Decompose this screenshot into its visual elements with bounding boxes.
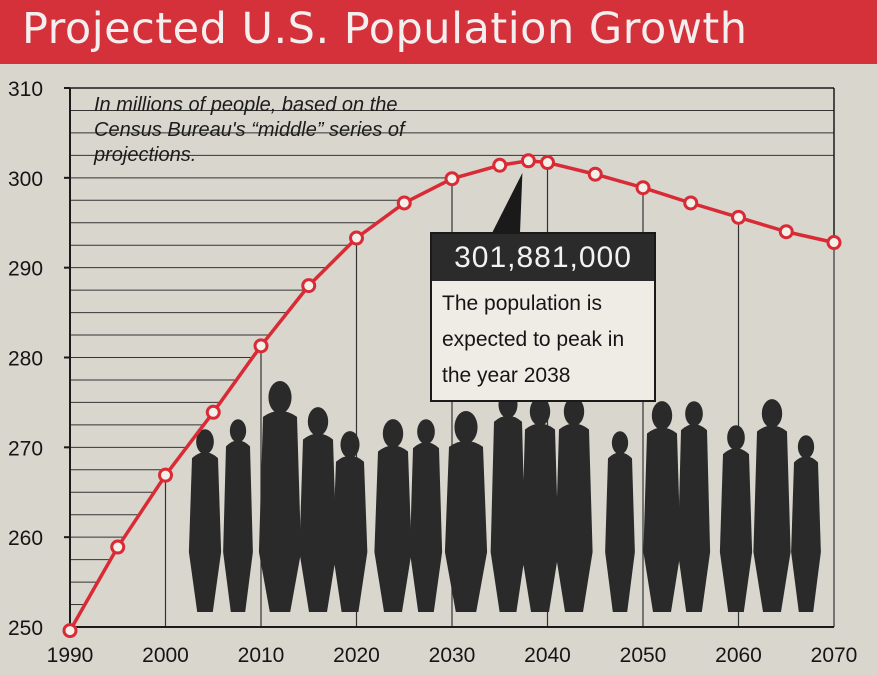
person-silhouette [753,399,791,612]
y-tick-label: 290 [8,258,43,281]
data-point [349,230,364,246]
data-point [396,195,412,211]
person-silhouette [258,380,302,612]
data-point [158,467,173,483]
data-point [205,404,221,420]
data-point [110,539,126,555]
y-tick-label: 250 [8,617,43,640]
data-point [444,171,460,187]
peak-value: 301,881,000 [432,234,654,281]
data-point [520,153,536,169]
person-silhouette [791,435,821,612]
data-point [683,195,699,211]
title-banner: Projected U.S. Population Growth [0,0,877,64]
y-tick-label: 310 [8,78,43,101]
series-line [68,159,835,632]
data-point [253,338,269,354]
y-tick-label: 280 [8,348,43,371]
x-tick-label: 2030 [429,644,476,667]
data-point [492,157,508,173]
x-tick-label: 1990 [47,644,94,667]
data-point [301,278,317,294]
x-tick-label: 2000 [142,644,189,667]
person-silhouette [490,391,526,612]
x-tick-label: 2020 [333,644,380,667]
data-point [587,166,603,182]
data-point [540,155,555,171]
peak-description: The population is expected to peak in th… [442,292,625,387]
crowd-silhouettes [188,380,821,612]
person-silhouette [332,431,368,612]
data-point [62,623,78,639]
callout-pointer [492,172,523,233]
person-silhouette [677,401,711,612]
person-silhouette [719,425,753,612]
chart-title: Projected U.S. Population Growth [22,4,748,54]
person-silhouette [444,410,488,612]
peak-callout: 301,881,000 The population is expected t… [430,232,656,402]
axes [64,87,835,628]
data-point [635,180,651,196]
person-silhouette [605,431,635,612]
x-tick-label: 2040 [524,644,571,667]
x-tick-label: 2050 [620,644,667,667]
x-tick-label: 2060 [715,644,762,667]
data-point [731,209,746,225]
y-tick-label: 300 [8,168,43,191]
person-silhouette [521,397,559,612]
data-point [826,235,842,251]
y-tick-label: 270 [8,437,43,460]
chart-note: In millions of people, based on the Cens… [94,94,405,166]
tick-labels: 250 260 270 280 290 300 310 1990 2000 2010 2020 203… [8,78,857,667]
y-tick-label: 260 [8,527,43,550]
data-point [778,224,794,240]
person-silhouette [299,407,337,612]
person-silhouette [374,419,412,612]
population-series [62,153,842,639]
person-silhouette [188,429,222,612]
x-tick-label: 2010 [238,644,285,667]
person-silhouette [555,397,593,612]
person-silhouette [409,419,443,612]
x-tick-label: 2070 [811,644,858,667]
person-silhouette [223,419,253,612]
person-silhouette [643,401,681,612]
